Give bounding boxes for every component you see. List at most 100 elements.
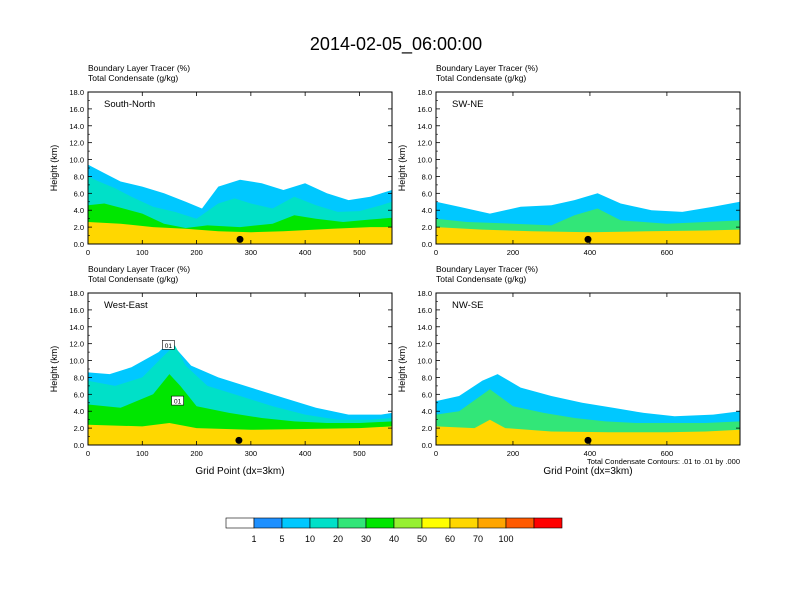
x-tick-label: 600: [661, 248, 674, 257]
location-marker: [235, 436, 243, 444]
location-marker: [584, 235, 592, 243]
colorbar-swatch: [337, 517, 367, 529]
y-tick-label: 10.0: [69, 357, 84, 366]
y-tick-label: 0.0: [422, 240, 432, 249]
colorbar: 1 5 10 20 30 40 50 60 70 100: [225, 517, 563, 544]
x-tick-label: 300: [245, 248, 258, 257]
y-tick-label: 18.0: [69, 88, 84, 97]
colorbar-swatch: [365, 517, 395, 529]
y-tick-label: 14.0: [69, 122, 84, 131]
x-tick-label: 200: [507, 248, 520, 257]
panel-variable-line: Boundary Layer Tracer (%): [88, 63, 190, 73]
location-marker: [584, 436, 592, 444]
y-tick-label: 8.0: [422, 373, 432, 382]
colorbar-label: 1: [251, 534, 256, 544]
y-tick-label: 12.0: [69, 340, 84, 349]
panel-variable-line: Total Condensate (g/kg): [88, 73, 178, 83]
y-tick-label: 18.0: [417, 88, 432, 97]
tracer-field: [88, 164, 392, 244]
x-tick-label: 0: [86, 248, 90, 257]
colorbar-label: 30: [361, 534, 371, 544]
tracer-band: [88, 222, 392, 244]
contour-label-box: [162, 340, 175, 350]
y-tick-label: 18.0: [417, 289, 432, 298]
x-tick-label: 100: [136, 248, 149, 257]
y-tick-label: 10.0: [417, 357, 432, 366]
y-tick-label: 2.0: [74, 223, 84, 232]
y-tick-label: 12.0: [69, 139, 84, 148]
x-tick-label: 300: [245, 449, 258, 458]
colorbar-swatch: [225, 517, 255, 529]
y-tick-label: 4.0: [422, 206, 432, 215]
y-tick-label: 8.0: [422, 172, 432, 181]
tracer-band: [436, 419, 740, 445]
y-tick-label: 16.0: [417, 306, 432, 315]
colorbar-swatch: [477, 517, 507, 529]
y-tick-label: 2.0: [74, 424, 84, 433]
colorbar-swatch: [281, 517, 311, 529]
panels: Boundary Layer Tracer (%)Total Condensat…: [49, 63, 741, 477]
y-tick-label: 10.0: [417, 156, 432, 165]
location-marker: [236, 235, 244, 243]
colorbar-label: 40: [389, 534, 399, 544]
x-axis-label: Grid Point (dx=3km): [195, 466, 284, 477]
colorbar-swatch: [505, 517, 535, 529]
y-tick-label: 12.0: [417, 139, 432, 148]
contour-footnote: Total Condensate Contours: .01 to .01 by…: [587, 457, 740, 466]
contour-label: 01: [174, 399, 182, 406]
y-tick-label: 16.0: [417, 105, 432, 114]
y-tick-label: 4.0: [422, 407, 432, 416]
x-tick-label: 0: [86, 449, 90, 458]
y-axis-label: Height (km): [49, 346, 59, 393]
y-axis-label: Height (km): [397, 346, 407, 393]
colorbar-label: 60: [445, 534, 455, 544]
panel-variable-line: Total Condensate (g/kg): [88, 274, 178, 284]
contour-label-box: [171, 395, 184, 406]
y-tick-label: 2.0: [422, 424, 432, 433]
colorbar-label: 10: [305, 534, 315, 544]
x-tick-label: 200: [190, 449, 203, 458]
y-tick-label: 6.0: [422, 189, 432, 198]
panel-label: SW-NE: [452, 99, 484, 110]
x-tick-label: 200: [507, 449, 520, 458]
y-tick-label: 0.0: [422, 441, 432, 450]
colorbar-label: 70: [473, 534, 483, 544]
y-tick-label: 12.0: [417, 340, 432, 349]
y-tick-label: 6.0: [422, 390, 432, 399]
x-tick-label: 0: [434, 449, 438, 458]
x-tick-label: 400: [299, 449, 312, 458]
panel-sw-ne: Boundary Layer Tracer (%)Total Condensat…: [397, 63, 741, 257]
colorbar-swatch: [421, 517, 451, 529]
y-tick-label: 6.0: [74, 189, 84, 198]
x-tick-label: 0: [434, 248, 438, 257]
panel-variable-line: Total Condensate (g/kg): [436, 73, 526, 83]
tracer-band: [88, 423, 392, 445]
panel-label: South-North: [104, 99, 155, 110]
y-tick-label: 10.0: [69, 156, 84, 165]
y-tick-label: 6.0: [74, 390, 84, 399]
colorbar-label: 50: [417, 534, 427, 544]
y-tick-label: 0.0: [74, 240, 84, 249]
x-tick-label: 100: [136, 449, 149, 458]
y-tick-label: 16.0: [69, 306, 84, 315]
colorbar-label: 5: [279, 534, 284, 544]
x-tick-label: 400: [299, 248, 312, 257]
x-tick-label: 500: [353, 248, 366, 257]
colorbar-swatch: [449, 517, 479, 529]
y-tick-label: 14.0: [69, 323, 84, 332]
x-axis-label: Grid Point (dx=3km): [543, 466, 632, 477]
y-tick-label: 8.0: [74, 172, 84, 181]
panel-variable-line: Boundary Layer Tracer (%): [436, 63, 538, 73]
colorbar-swatch: [253, 517, 283, 529]
y-tick-label: 14.0: [417, 323, 432, 332]
contour-label: 01: [165, 343, 173, 350]
y-tick-label: 0.0: [74, 441, 84, 450]
figure-title: 2014-02-05_06:00:00: [310, 34, 482, 55]
panel-variable-line: Boundary Layer Tracer (%): [436, 264, 538, 274]
colorbar-label: 100: [498, 534, 513, 544]
panel-variable-line: Boundary Layer Tracer (%): [88, 264, 190, 274]
x-tick-label: 500: [353, 449, 366, 458]
colorbar-swatch: [393, 517, 423, 529]
